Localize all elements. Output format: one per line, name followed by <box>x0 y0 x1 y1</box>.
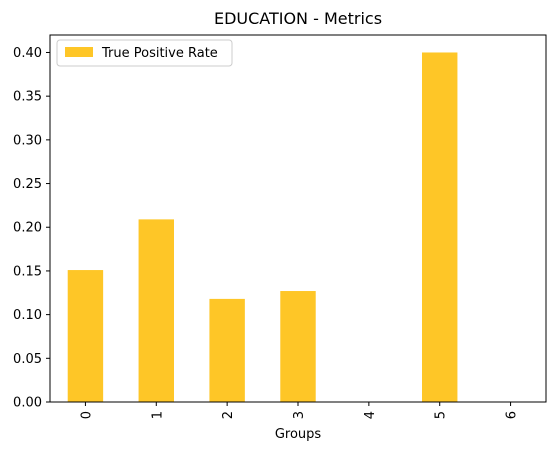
bar-2 <box>209 298 245 402</box>
y-tick-label: 0.40 <box>13 46 42 61</box>
bars-layer <box>67 52 458 402</box>
y-tick-label: 0.05 <box>13 352 42 367</box>
x-tick-label: 0 <box>79 411 94 419</box>
y-axis: 0.00 0.05 0.10 0.15 0.20 0.25 0.30 0.35 0.40 <box>13 46 50 411</box>
bar-5 <box>422 52 458 402</box>
x-tick-label: 2 <box>221 411 236 419</box>
x-tick-label: 4 <box>363 411 378 419</box>
chart-title: EDUCATION - Metrics <box>214 9 382 28</box>
y-tick-label: 0.20 <box>13 221 42 236</box>
x-tick-label: 6 <box>505 411 520 419</box>
legend: True Positive Rate <box>56 39 233 67</box>
y-tick-label: 0.00 <box>13 396 42 411</box>
y-tick-label: 0.10 <box>13 308 42 323</box>
x-tick-label: 1 <box>150 411 165 419</box>
x-axis-label: Groups <box>275 427 322 442</box>
legend-swatch <box>65 47 93 57</box>
x-axis: 0 1 2 3 4 5 6 <box>79 402 520 419</box>
legend-box <box>56 39 233 67</box>
x-tick-label: 3 <box>292 411 307 419</box>
bar-3 <box>280 291 316 402</box>
bar-0 <box>67 270 104 402</box>
y-tick-label: 0.25 <box>13 177 42 192</box>
bar-1 <box>138 219 174 402</box>
y-tick-label: 0.35 <box>13 90 42 105</box>
legend-label: True Positive Rate <box>101 46 218 61</box>
x-tick-label: 5 <box>434 411 449 419</box>
y-tick-label: 0.15 <box>13 264 42 279</box>
plot-frame <box>49 34 547 403</box>
y-tick-label: 0.30 <box>13 133 42 148</box>
